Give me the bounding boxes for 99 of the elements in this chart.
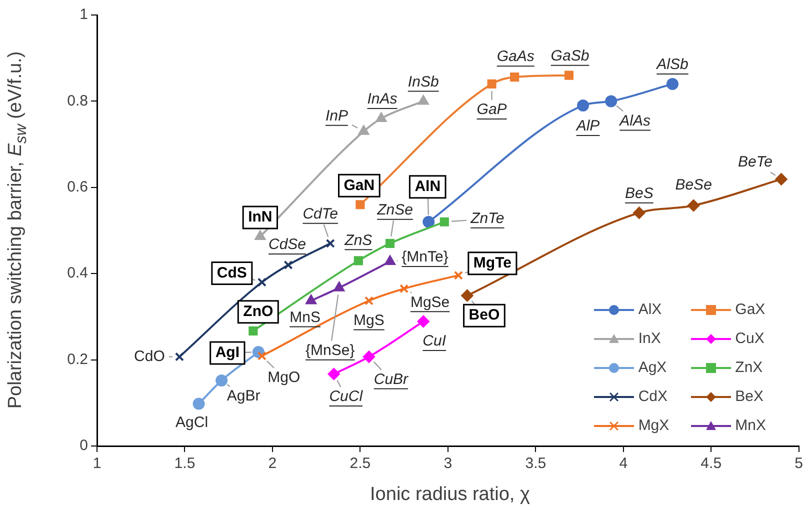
point [385,238,395,248]
annotation: ZnSe [376,202,413,219]
x-tick-label: 4.5 [700,455,722,472]
x-tick-label: 2.5 [350,455,371,472]
point [633,206,646,219]
legend-label: CuX [734,330,766,347]
point [400,284,409,294]
point [326,238,335,248]
annotation: BeS [624,185,654,202]
x-tick-label: 3 [444,455,452,472]
legend-label: BeX [734,388,765,405]
point [248,326,258,336]
annotation: CdTe [302,206,338,223]
y-tick-label: 0.8 [67,92,88,110]
annotation: AgCl [176,414,208,431]
annotation: BeTe [738,153,773,170]
annotation: CuI [422,332,446,350]
annotation: GaAs [496,48,535,66]
point [328,368,340,380]
point [666,78,678,90]
annotation: AlAs [618,112,652,130]
point [417,315,430,328]
annotation: MgO [268,369,300,386]
x-tick-label: 5 [794,455,803,472]
y-tick-label: 0.6 [67,178,88,196]
annotation: MgS [354,312,384,329]
annotation: AlSb [656,56,688,74]
point [358,125,370,135]
point [577,100,590,112]
x-tick-label: 4 [619,455,628,472]
annotation: CdS [216,264,247,282]
annotation: AlN [414,178,441,196]
y-tick-label: 0.2 [67,350,88,368]
point [216,374,228,386]
legend-label: AlX [637,301,663,318]
point [376,112,387,122]
annotation: AlP [575,118,600,135]
point [192,398,205,410]
annotation: InSb [408,73,439,90]
point [775,173,788,186]
annotation: AgI [215,344,240,362]
annotation: {MnSe} [306,342,355,359]
point [356,200,365,210]
annotation: InAs [367,90,398,108]
annotation: BeO [468,306,500,324]
annotation: InP [325,108,348,125]
point [174,352,184,362]
y-tick-label: 0 [80,437,88,454]
point [605,95,618,108]
point [487,79,496,88]
legend-label: CdX [637,388,668,405]
x-tick-label: 1 [92,455,102,472]
annotation: AgBr [226,388,260,405]
point [284,260,293,270]
annotation: InN [248,208,272,226]
point [422,216,435,228]
point [440,217,449,226]
annotation: CdSe [268,236,306,254]
y-tick-label: 1 [80,6,88,24]
annotation: CuCl [329,388,364,406]
x-tick-label: 1.5 [174,455,196,472]
legend-label: AgX [637,359,668,376]
legend-label: GaX [734,301,766,318]
annotation: GaSb [550,48,590,65]
annotation: ZnO [243,303,274,320]
point [257,351,266,360]
point [364,296,374,306]
point [254,230,266,240]
point [306,294,316,304]
x-tick-label: 2 [268,455,277,472]
y-tick-label: 0.4 [67,264,88,282]
point [334,282,344,292]
annotation: BeSe [675,176,712,194]
point [454,270,463,280]
annotation: CdO [134,348,165,365]
point [354,256,363,266]
annotation: {MnTe} [402,248,448,266]
point [461,290,474,302]
annotation: ZnTe [470,210,504,228]
point [688,200,700,212]
point [362,350,375,363]
annotation: MgTe [473,254,512,272]
legend-label: InX [637,330,662,347]
x-axis-title: Ionic radius ratio, χ [369,484,531,506]
point [257,278,266,287]
point [384,256,396,266]
annotation: GaN [344,176,375,194]
annotation: CuBr [374,370,410,388]
point [510,72,520,82]
annotation: GaP [476,101,507,118]
annotation: MnS [290,308,320,326]
annotation: ZnS [344,232,372,249]
legend-label: ZnX [734,359,764,376]
x-tick-label: 3.5 [525,455,546,472]
annotation: MgSe [410,294,450,311]
point [418,95,429,105]
legend-label: MgX [637,417,670,434]
point [564,70,574,80]
legend-label: MnX [734,417,766,434]
